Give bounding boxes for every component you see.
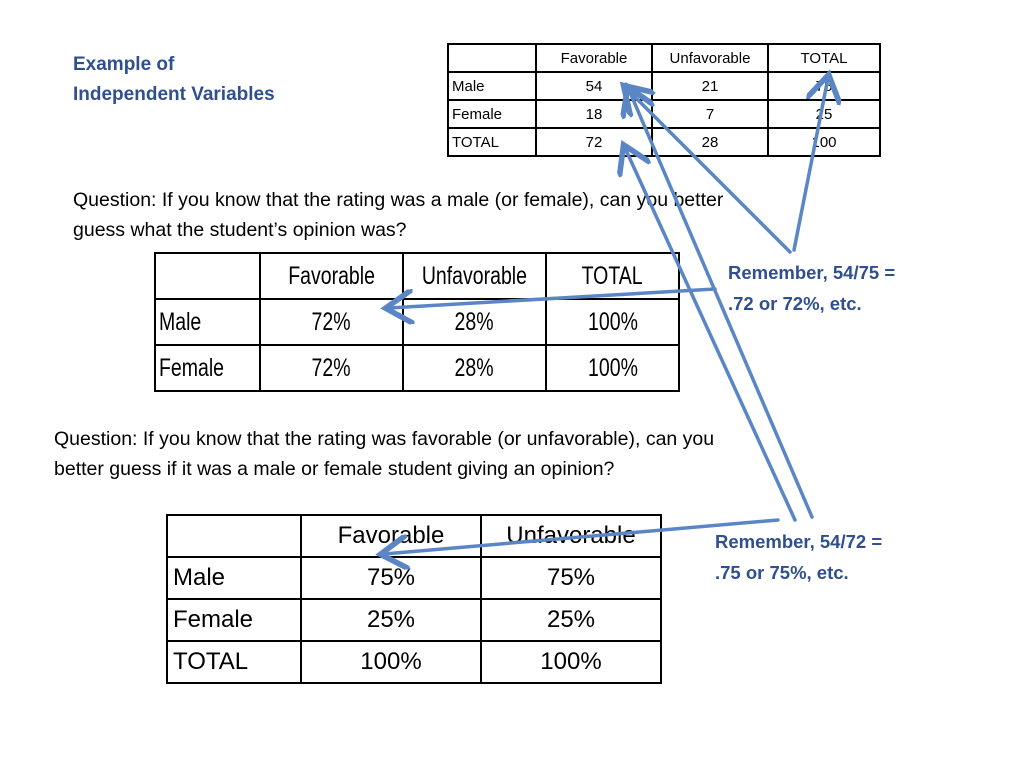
table-header-row: Favorable Unfavorable TOTAL bbox=[154, 252, 680, 300]
header-label: TOTAL bbox=[581, 261, 644, 290]
header-label: Unfavorable bbox=[421, 261, 528, 290]
note-2-line2: .75 or 75%, etc. bbox=[715, 562, 849, 583]
question-2-line1: Question: If you know that the rating wa… bbox=[54, 428, 715, 450]
cell-value: 100% bbox=[587, 307, 638, 336]
column-percent-table: Favorable Unfavorable Male 75% 75% Femal… bbox=[166, 514, 662, 684]
header-label: Favorable bbox=[288, 261, 375, 290]
table-cell: 25% bbox=[480, 598, 662, 642]
table-header-row: Favorable Unfavorable TOTAL bbox=[447, 43, 881, 73]
table-row: Female 72% 28% 100% bbox=[154, 344, 680, 392]
table-row: TOTAL 72 28 100 bbox=[447, 127, 881, 157]
table-cell: 28 bbox=[651, 127, 769, 157]
slide-title: Example of Independent Variables bbox=[73, 50, 373, 110]
row-label-cell: TOTAL bbox=[166, 640, 302, 684]
table-cell: 100% bbox=[545, 344, 680, 392]
row-label-cell: Male bbox=[154, 298, 261, 346]
table-cell: 100% bbox=[300, 640, 482, 684]
counts-table: Favorable Unfavorable TOTAL Male 54 21 7… bbox=[447, 43, 881, 157]
table-row: Female 18 7 25 bbox=[447, 99, 881, 129]
table-cell: 72% bbox=[259, 344, 404, 392]
cell-value: 72% bbox=[311, 353, 352, 382]
row-label-cell: TOTAL bbox=[447, 127, 537, 157]
header-cell: Favorable bbox=[535, 43, 653, 73]
row-label-cell: Male bbox=[166, 556, 302, 600]
question-1: Question: If you know that the rating wa… bbox=[73, 185, 723, 245]
header-cell: Favorable bbox=[300, 514, 482, 558]
question-1-line2: guess what the student’s opinion was? bbox=[73, 219, 407, 241]
header-cell bbox=[166, 514, 302, 558]
slide-title-line2: Independent Variables bbox=[73, 84, 275, 105]
slide-title-line1: Example of bbox=[73, 54, 175, 75]
cell-value: 28% bbox=[454, 307, 495, 336]
header-cell: Favorable bbox=[259, 252, 404, 300]
note-1-line2: .72 or 72%, etc. bbox=[728, 293, 862, 314]
row-label-cell: Female bbox=[154, 344, 261, 392]
table-cell: 75 bbox=[767, 71, 881, 101]
table-cell: 54 bbox=[535, 71, 653, 101]
note-2: Remember, 54/72 = .75 or 75%, etc. bbox=[715, 526, 882, 588]
row-label-cell: Female bbox=[447, 99, 537, 129]
cell-value: 100% bbox=[587, 353, 638, 382]
table-cell: 28% bbox=[402, 298, 547, 346]
table-row: Male 75% 75% bbox=[166, 556, 662, 600]
table-cell: 100% bbox=[545, 298, 680, 346]
table-cell: 25% bbox=[300, 598, 482, 642]
table-cell: 28% bbox=[402, 344, 547, 392]
question-2: Question: If you know that the rating wa… bbox=[54, 424, 714, 484]
header-cell: Unfavorable bbox=[402, 252, 547, 300]
table-cell: 100 bbox=[767, 127, 881, 157]
table-cell: 18 bbox=[535, 99, 653, 129]
header-cell: TOTAL bbox=[767, 43, 881, 73]
table-row: Male 72% 28% 100% bbox=[154, 298, 680, 346]
row-label-cell: Female bbox=[166, 598, 302, 642]
table-cell: 100% bbox=[480, 640, 662, 684]
table-cell: 72% bbox=[259, 298, 404, 346]
note-2-line1: Remember, 54/72 = bbox=[715, 531, 883, 552]
note-1-line1: Remember, 54/75 = bbox=[728, 262, 896, 283]
header-cell bbox=[154, 252, 261, 300]
header-cell: Unfavorable bbox=[651, 43, 769, 73]
cell-value: 72% bbox=[311, 307, 352, 336]
row-label-cell: Male bbox=[447, 71, 537, 101]
cell-value: 28% bbox=[454, 353, 495, 382]
header-cell bbox=[447, 43, 537, 73]
table-cell: 72 bbox=[535, 127, 653, 157]
header-cell: TOTAL bbox=[545, 252, 680, 300]
table-row: Male 54 21 75 bbox=[447, 71, 881, 101]
table-header-row: Favorable Unfavorable bbox=[166, 514, 662, 558]
table-row: TOTAL 100% 100% bbox=[166, 640, 662, 684]
table-cell: 21 bbox=[651, 71, 769, 101]
row-percent-table: Favorable Unfavorable TOTAL Male 72% 28%… bbox=[154, 252, 680, 392]
table-cell: 25 bbox=[767, 99, 881, 129]
question-1-line1: Question: If you know that the rating wa… bbox=[73, 189, 724, 211]
table-row: Female 25% 25% bbox=[166, 598, 662, 642]
question-2-line2: better guess if it was a male or female … bbox=[54, 458, 615, 480]
table-cell: 7 bbox=[651, 99, 769, 129]
table-cell: 75% bbox=[300, 556, 482, 600]
row-label: Female bbox=[159, 353, 225, 382]
note-1: Remember, 54/75 = .72 or 72%, etc. bbox=[728, 257, 895, 319]
row-label: Male bbox=[159, 307, 202, 336]
table-cell: 75% bbox=[480, 556, 662, 600]
header-cell: Unfavorable bbox=[480, 514, 662, 558]
